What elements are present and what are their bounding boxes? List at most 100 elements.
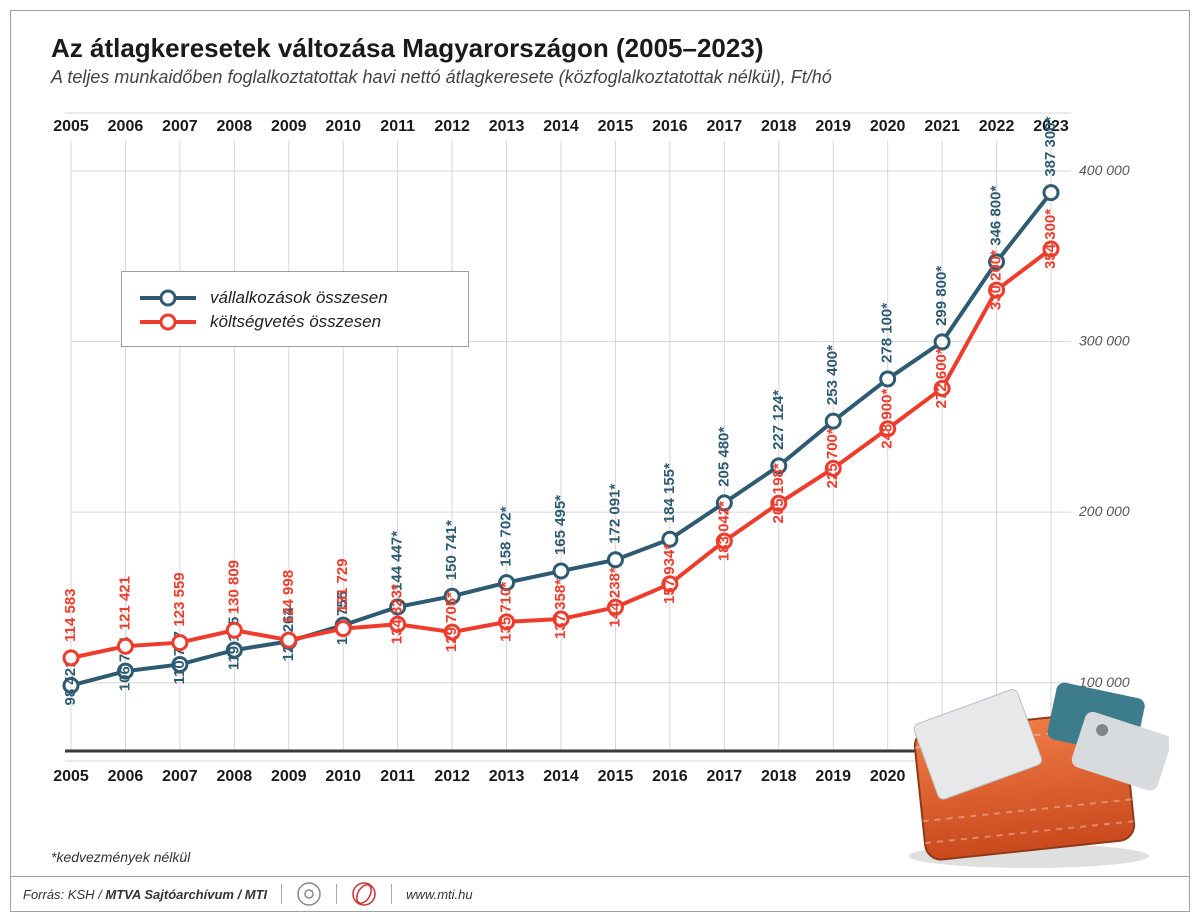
year-label-top: 2018 [761, 118, 797, 135]
legend-label-series1: vállalkozások összesen [210, 288, 388, 308]
year-label-top: 2016 [652, 118, 688, 135]
data-label: 157 934* [661, 544, 678, 604]
data-label: 165 495* [552, 495, 569, 555]
series-marker [1044, 186, 1058, 200]
data-label: 253 400* [824, 345, 841, 405]
series-marker [64, 651, 78, 665]
legend-item-series2: költségvetés összesen [140, 312, 450, 332]
series-marker [227, 623, 241, 637]
year-label-bottom: 2015 [598, 768, 634, 785]
series-marker [826, 414, 840, 428]
y-tick-label: 100 000 [1079, 674, 1130, 690]
data-label: 172 091* [606, 484, 623, 544]
legend-swatch-series1 [140, 289, 196, 307]
year-label-bottom: 2012 [434, 768, 470, 785]
infographic-frame: Az átlagkeresetek változása Magyarország… [10, 10, 1190, 912]
year-label-top: 2021 [924, 118, 960, 135]
agency-icon-1 [296, 881, 322, 907]
y-tick-label: 400 000 [1079, 162, 1130, 178]
data-label: 144 447* [389, 531, 406, 591]
year-label-top: 2017 [707, 118, 743, 135]
page-subtitle: A teljes munkaidőben foglalkoztatottak h… [51, 67, 832, 88]
data-label: 278 100* [879, 303, 896, 363]
year-label-bottom: 2021 [924, 768, 960, 785]
data-label: 123 559 [171, 572, 188, 626]
line-chart: 2005200520062006200720072008200820092009… [51, 111, 1131, 811]
year-label-top: 2010 [325, 118, 361, 135]
year-label-bottom: 2023 [1033, 768, 1069, 785]
data-label: 131 729 [334, 558, 351, 612]
series-marker [554, 564, 568, 578]
year-label-bottom: 2010 [325, 768, 361, 785]
data-label: 150 741* [443, 520, 460, 580]
series-marker [881, 372, 895, 386]
year-label-bottom: 2016 [652, 768, 688, 785]
data-label: 205 198* [770, 463, 787, 523]
series-marker [173, 636, 187, 650]
data-label: 144 238* [606, 567, 623, 627]
data-label: 225 700* [824, 428, 841, 488]
year-label-top: 2014 [543, 118, 579, 135]
source-bar: Forrás: KSH / MTVA Sajtóarchívum / MTI w… [11, 876, 1189, 911]
year-label-top: 2009 [271, 118, 307, 135]
series-marker [336, 622, 350, 636]
series-marker [118, 639, 132, 653]
year-label-bottom: 2009 [271, 768, 307, 785]
separator [391, 884, 392, 904]
page-title: Az átlagkeresetek változása Magyarország… [51, 33, 763, 64]
series-marker [608, 553, 622, 567]
data-label: 227 124* [770, 390, 787, 450]
source-url: www.mti.hu [406, 887, 472, 902]
year-label-bottom: 2011 [380, 768, 415, 785]
legend-label-series2: költségvetés összesen [210, 312, 381, 332]
year-label-bottom: 2014 [543, 768, 579, 785]
y-tick-label: 200 000 [1078, 503, 1130, 519]
data-label: 387 300* [1042, 116, 1059, 176]
data-label: 346 800* [988, 186, 1005, 246]
separator [336, 884, 337, 904]
year-label-bottom: 2022 [979, 768, 1015, 785]
chart-legend: vállalkozások összesen költségvetés össz… [121, 271, 469, 347]
separator [281, 884, 282, 904]
data-label: 330 200* [988, 250, 1005, 310]
y-tick-label: 300 000 [1079, 333, 1130, 349]
year-label-bottom: 2018 [761, 768, 797, 785]
data-label: 205 480* [715, 427, 732, 487]
year-label-top: 2005 [53, 118, 89, 135]
data-label: 354 300* [1042, 209, 1059, 269]
data-label: 248 900* [879, 389, 896, 449]
data-label: 129 705* [443, 592, 460, 652]
year-label-top: 2019 [815, 118, 851, 135]
data-label: 124 998 [280, 570, 297, 624]
data-label: 121 421 [116, 576, 133, 630]
data-label: 137 358* [552, 579, 569, 639]
year-label-bottom: 2005 [53, 768, 89, 785]
series-marker [935, 335, 949, 349]
chart-footnote: *kedvezmények nélkül [51, 849, 190, 865]
legend-swatch-series2 [140, 313, 196, 331]
year-label-top: 2008 [217, 118, 253, 135]
year-label-top: 2006 [108, 118, 144, 135]
data-label: 184 155* [661, 463, 678, 523]
agency-icon-2 [351, 881, 377, 907]
data-label: 134 323* [389, 584, 406, 644]
data-label: 158 702* [498, 506, 515, 566]
data-label: 183 042* [715, 501, 732, 561]
data-label: 130 809 [225, 560, 242, 614]
data-label: 98 421 [62, 660, 79, 706]
year-label-bottom: 2006 [108, 768, 144, 785]
year-label-bottom: 2007 [162, 768, 198, 785]
year-label-bottom: 2019 [815, 768, 851, 785]
data-label: 114 583 [62, 588, 79, 641]
year-label-top: 2011 [380, 118, 415, 135]
year-label-top: 2020 [870, 118, 906, 135]
year-label-top: 2012 [434, 118, 470, 135]
year-label-bottom: 2017 [707, 768, 743, 785]
year-label-top: 2015 [598, 118, 634, 135]
data-label: 299 800* [933, 266, 950, 326]
data-label: 272 600* [933, 348, 950, 408]
year-label-bottom: 2008 [217, 768, 253, 785]
year-label-top: 2022 [979, 118, 1015, 135]
year-label-bottom: 2020 [870, 768, 906, 785]
data-label: 135 710* [498, 582, 515, 642]
